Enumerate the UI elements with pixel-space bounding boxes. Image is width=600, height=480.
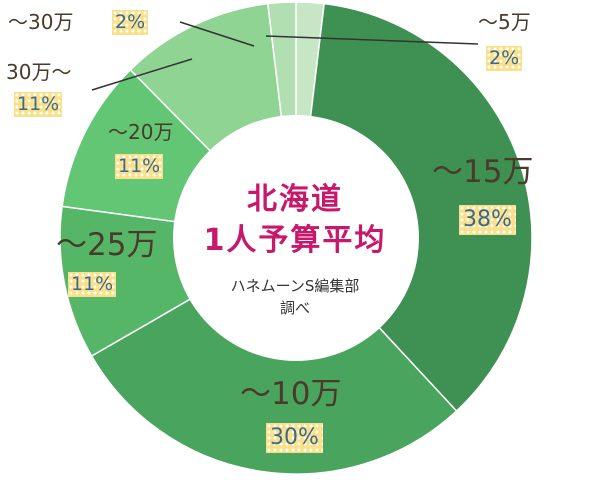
label-15man-category: 〜15万 bbox=[432, 154, 534, 190]
label-30man-under-category: 〜30万 bbox=[8, 10, 74, 34]
label-5man-category: 〜5万 bbox=[478, 10, 531, 34]
leader-line-30man-under bbox=[179, 21, 255, 47]
label-20man-category: 〜20万 bbox=[108, 120, 174, 144]
label-25man-category: 〜25万 bbox=[56, 227, 158, 263]
label-30man-over-percent: 11% bbox=[14, 92, 63, 117]
label-5man-percent: 2% bbox=[486, 46, 523, 71]
label-30man-over-category: 30万〜 bbox=[6, 60, 72, 84]
label-10man-percent: 30% bbox=[266, 423, 323, 453]
center-subtitle-line-2: 調べ bbox=[279, 299, 310, 317]
leader-line-5man bbox=[265, 35, 479, 45]
label-30man-under-percent: 2% bbox=[112, 10, 149, 35]
leader-line-30man-over bbox=[91, 58, 193, 91]
center-title-line-1: 北海道 bbox=[247, 182, 343, 217]
label-25man-percent: 11% bbox=[68, 272, 117, 297]
label-10man-category: 〜10万 bbox=[240, 376, 342, 412]
label-20man-percent: 11% bbox=[115, 154, 164, 179]
label-15man-percent: 38% bbox=[459, 205, 516, 235]
donut-hole bbox=[173, 115, 419, 361]
center-subtitle-line-1: ハネムーンS編集部 bbox=[230, 277, 360, 295]
center-title-line-2: 1人予算平均 bbox=[203, 223, 387, 258]
